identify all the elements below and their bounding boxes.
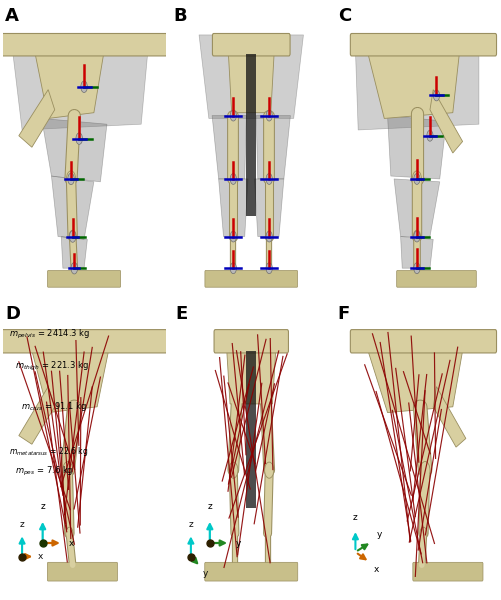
- Circle shape: [230, 231, 236, 242]
- Circle shape: [230, 110, 236, 121]
- Polygon shape: [246, 53, 256, 217]
- Polygon shape: [198, 35, 303, 118]
- Text: z: z: [20, 520, 25, 529]
- Polygon shape: [35, 53, 104, 118]
- Polygon shape: [367, 350, 462, 413]
- Polygon shape: [42, 118, 107, 182]
- Text: z: z: [40, 502, 45, 511]
- Circle shape: [266, 231, 272, 242]
- Circle shape: [413, 173, 419, 184]
- Circle shape: [411, 171, 421, 187]
- Circle shape: [419, 461, 429, 479]
- FancyBboxPatch shape: [213, 329, 288, 353]
- Text: C: C: [337, 7, 350, 25]
- Text: E: E: [175, 305, 187, 323]
- Text: A: A: [5, 7, 19, 25]
- Text: $m_{metatarsus}$ = 22.6 kg: $m_{metatarsus}$ = 22.6 kg: [9, 445, 88, 458]
- Text: y: y: [235, 539, 241, 547]
- Circle shape: [266, 263, 272, 274]
- Text: D: D: [5, 305, 20, 323]
- Polygon shape: [246, 350, 256, 508]
- Circle shape: [412, 230, 420, 243]
- Circle shape: [71, 263, 77, 274]
- Circle shape: [63, 461, 73, 479]
- Circle shape: [413, 231, 419, 242]
- Polygon shape: [212, 116, 246, 179]
- Text: z: z: [352, 513, 357, 522]
- Polygon shape: [400, 236, 432, 268]
- Text: x: x: [69, 539, 74, 547]
- Text: x: x: [373, 565, 378, 574]
- FancyBboxPatch shape: [48, 271, 120, 287]
- Text: z: z: [188, 520, 193, 529]
- Circle shape: [266, 110, 272, 121]
- FancyBboxPatch shape: [204, 271, 297, 287]
- Polygon shape: [11, 35, 149, 130]
- Polygon shape: [367, 53, 458, 118]
- FancyBboxPatch shape: [47, 562, 117, 581]
- Circle shape: [76, 133, 82, 145]
- Circle shape: [69, 231, 76, 242]
- Polygon shape: [256, 116, 290, 179]
- Text: F: F: [337, 305, 349, 323]
- Polygon shape: [61, 236, 87, 268]
- Polygon shape: [429, 89, 462, 153]
- Text: $m_{pelvis}$ = 2414.3 kg: $m_{pelvis}$ = 2414.3 kg: [9, 328, 90, 341]
- Circle shape: [413, 263, 419, 274]
- FancyBboxPatch shape: [350, 329, 495, 353]
- Text: z: z: [207, 502, 212, 511]
- FancyBboxPatch shape: [396, 271, 475, 287]
- FancyBboxPatch shape: [0, 34, 167, 56]
- FancyBboxPatch shape: [0, 329, 167, 353]
- Circle shape: [419, 527, 426, 540]
- FancyBboxPatch shape: [412, 562, 482, 581]
- Text: y: y: [376, 530, 381, 539]
- Circle shape: [230, 263, 236, 274]
- FancyBboxPatch shape: [204, 562, 297, 581]
- Circle shape: [266, 173, 272, 184]
- Circle shape: [68, 173, 74, 185]
- Circle shape: [81, 81, 87, 92]
- Text: y: y: [202, 569, 207, 578]
- Circle shape: [71, 262, 78, 274]
- Circle shape: [66, 527, 73, 540]
- Text: $m_{crus}$ = 91.1 kg: $m_{crus}$ = 91.1 kg: [21, 400, 87, 413]
- Polygon shape: [254, 179, 284, 236]
- Polygon shape: [228, 53, 274, 113]
- Circle shape: [66, 171, 76, 187]
- Polygon shape: [226, 350, 275, 404]
- Circle shape: [432, 90, 439, 101]
- Text: $m_{thigh}$ = 221.3 kg: $m_{thigh}$ = 221.3 kg: [15, 359, 89, 373]
- Text: B: B: [173, 7, 186, 25]
- FancyBboxPatch shape: [212, 34, 290, 56]
- Circle shape: [264, 462, 273, 478]
- FancyBboxPatch shape: [350, 34, 495, 56]
- Circle shape: [230, 173, 236, 184]
- Polygon shape: [393, 179, 439, 236]
- Circle shape: [69, 230, 76, 243]
- Polygon shape: [19, 89, 55, 147]
- Polygon shape: [52, 176, 94, 239]
- Polygon shape: [19, 386, 55, 444]
- Polygon shape: [387, 116, 445, 179]
- Polygon shape: [32, 350, 108, 413]
- Circle shape: [426, 130, 432, 141]
- Text: x: x: [38, 552, 43, 561]
- Circle shape: [228, 462, 237, 478]
- Text: $m_{pes}$ = 7.6 kg: $m_{pes}$ = 7.6 kg: [15, 464, 74, 478]
- Polygon shape: [354, 35, 478, 130]
- Polygon shape: [218, 179, 247, 236]
- Polygon shape: [432, 386, 465, 447]
